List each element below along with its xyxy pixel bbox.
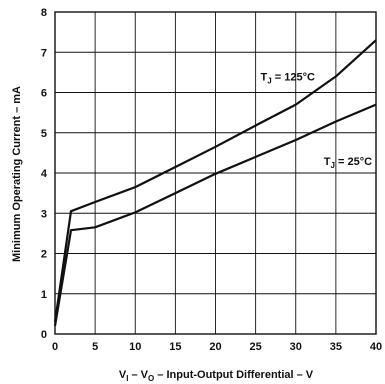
x-tick-label: 20 bbox=[209, 341, 221, 353]
y-tick-label: 0 bbox=[41, 329, 47, 341]
x-tick-label: 5 bbox=[92, 341, 98, 353]
y-axis-label: Minimum Operating Current – mA bbox=[11, 86, 23, 262]
x-tick-label: 0 bbox=[52, 341, 58, 353]
x-tick-label: 30 bbox=[290, 341, 302, 353]
y-tick-label: 3 bbox=[41, 208, 47, 220]
y-tick-label: 4 bbox=[41, 168, 48, 180]
series-label: TJ = 125°C bbox=[261, 71, 315, 85]
x-tick-labels: 0 5 10 15 20 25 30 35 40 bbox=[52, 341, 382, 353]
y-tick-label: 6 bbox=[41, 88, 47, 100]
y-tick-label: 7 bbox=[41, 47, 47, 59]
series-label: TJ = 25°C bbox=[324, 156, 372, 170]
y-tick-label: 8 bbox=[41, 7, 47, 19]
series-labels: TJ = 125°C TJ = 25°C bbox=[261, 71, 373, 170]
x-tick-label: 15 bbox=[169, 341, 181, 353]
x-axis-label: VI – VO – Input-Output Differential – V bbox=[119, 369, 314, 383]
x-tick-label: 35 bbox=[330, 341, 342, 353]
y-tick-label: 5 bbox=[41, 128, 47, 140]
y-tick-label: 1 bbox=[41, 289, 47, 301]
x-tick-label: 10 bbox=[129, 341, 141, 353]
y-tick-labels: 0 1 2 3 4 5 6 7 8 bbox=[41, 7, 48, 341]
y-tick-label: 2 bbox=[41, 249, 47, 261]
x-tick-label: 40 bbox=[370, 341, 382, 353]
x-tick-label: 25 bbox=[250, 341, 262, 353]
